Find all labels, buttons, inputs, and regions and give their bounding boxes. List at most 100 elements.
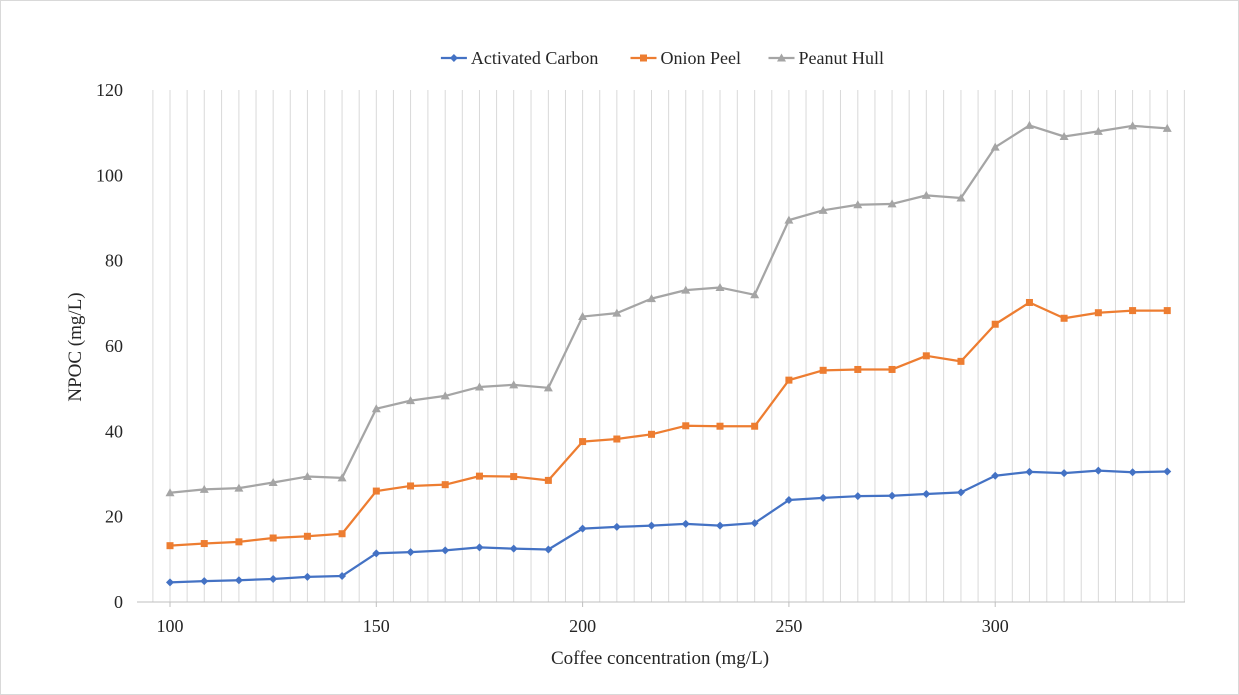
series-layer bbox=[165, 120, 1172, 587]
peanut-hull-point bbox=[990, 142, 1000, 151]
activated-carbon-point bbox=[234, 576, 243, 585]
onion-peel-point bbox=[613, 435, 621, 443]
onion-peel-point bbox=[957, 357, 965, 365]
onion-peel-point bbox=[475, 472, 483, 480]
legend-onion-peel-point bbox=[640, 54, 647, 62]
peanut-hull-point bbox=[406, 396, 416, 405]
y-tick-label: 80 bbox=[105, 251, 123, 271]
onion-peel-point bbox=[888, 365, 896, 373]
activated-carbon-point bbox=[750, 519, 759, 528]
activated-carbon-point bbox=[956, 488, 965, 497]
onion-peel-point bbox=[510, 473, 518, 481]
activated-carbon-point bbox=[166, 578, 175, 587]
peanut-hull-point bbox=[234, 483, 244, 492]
onion-peel-point bbox=[544, 476, 552, 484]
onion-peel-point bbox=[441, 481, 449, 489]
onion-peel-point bbox=[819, 366, 827, 374]
peanut-hull-point bbox=[1059, 132, 1069, 141]
onion-peel-line bbox=[169, 301, 1168, 547]
x-tick-label: 300 bbox=[982, 616, 1009, 636]
onion-peel-point bbox=[166, 542, 174, 550]
series-peanut-hull bbox=[165, 120, 1172, 497]
activated-carbon-point bbox=[681, 519, 690, 528]
legend-label: Peanut Hull bbox=[799, 48, 885, 68]
peanut-hull-point bbox=[165, 488, 175, 497]
peanut-hull-point bbox=[784, 215, 794, 224]
gridlines bbox=[152, 90, 1185, 602]
peanut-hull-point bbox=[715, 283, 725, 292]
activated-carbon-point bbox=[372, 549, 381, 558]
activated-carbon-point bbox=[475, 543, 484, 552]
peanut-hull-point bbox=[818, 205, 828, 214]
activated-carbon-point bbox=[441, 546, 450, 555]
legend-item-peanut-hull: Peanut Hull bbox=[768, 48, 885, 68]
peanut-hull-point bbox=[440, 391, 450, 400]
onion-peel-point bbox=[854, 365, 862, 373]
onion-peel-point bbox=[991, 320, 999, 328]
peanut-hull-point bbox=[268, 478, 278, 487]
onion-peel-point bbox=[1163, 307, 1171, 315]
legend-label: Onion Peel bbox=[661, 48, 742, 68]
onion-peel-point bbox=[1129, 307, 1137, 315]
onion-peel-point bbox=[751, 422, 759, 430]
activated-carbon-point bbox=[888, 491, 897, 500]
peanut-hull-point bbox=[1024, 120, 1034, 129]
y-tick-label: 40 bbox=[105, 421, 123, 441]
peanut-hull-line bbox=[169, 124, 1168, 494]
onion-peel-point bbox=[1094, 309, 1102, 317]
activated-carbon-point bbox=[509, 544, 518, 553]
activated-carbon-point bbox=[647, 521, 656, 530]
x-tick-label: 150 bbox=[363, 616, 390, 636]
activated-carbon-point bbox=[303, 572, 312, 581]
activated-carbon-point bbox=[200, 577, 209, 586]
peanut-hull-point bbox=[474, 382, 484, 391]
activated-carbon-point bbox=[819, 493, 828, 502]
y-tick-label: 100 bbox=[96, 165, 123, 185]
onion-peel-point bbox=[922, 352, 930, 360]
legend-label: Activated Carbon bbox=[471, 48, 598, 68]
activated-carbon-point bbox=[1094, 466, 1103, 475]
activated-carbon-point bbox=[578, 524, 587, 533]
activated-carbon-point bbox=[612, 522, 621, 531]
peanut-hull-point bbox=[543, 383, 553, 392]
peanut-hull-point bbox=[302, 472, 312, 481]
onion-peel-point bbox=[269, 534, 277, 542]
activated-carbon-point bbox=[716, 521, 725, 530]
peanut-hull-point bbox=[337, 473, 347, 482]
y-axis-title: NPOC (mg/L) bbox=[65, 292, 86, 401]
activated-carbon-point bbox=[338, 571, 347, 580]
activated-carbon-point bbox=[269, 574, 278, 583]
activated-carbon-point bbox=[853, 492, 862, 501]
peanut-hull-point bbox=[1128, 121, 1138, 130]
series-activated-carbon bbox=[166, 466, 1172, 587]
peanut-hull-point bbox=[578, 312, 588, 321]
onion-peel-point bbox=[785, 376, 793, 384]
peanut-hull-point bbox=[681, 285, 691, 294]
legend-item-activated-carbon: Activated Carbon bbox=[440, 48, 598, 68]
peanut-hull-point bbox=[1162, 123, 1172, 132]
y-tick-label: 0 bbox=[114, 592, 123, 612]
activated-carbon-point bbox=[784, 496, 793, 505]
axes: 0 20 40 60 80 100 120 100 150 200 250 300 bbox=[96, 80, 1185, 636]
activated-carbon-line bbox=[169, 469, 1168, 584]
onion-peel-point bbox=[1025, 298, 1033, 306]
onion-peel-point bbox=[648, 430, 656, 438]
peanut-hull-point bbox=[509, 380, 519, 389]
activated-carbon-point bbox=[406, 548, 415, 557]
activated-carbon-point bbox=[544, 545, 553, 554]
onion-peel-point bbox=[1060, 314, 1068, 322]
peanut-hull-point bbox=[1093, 126, 1103, 135]
series-onion-peel bbox=[166, 298, 1171, 550]
legend-peanut-hull-point bbox=[777, 53, 786, 62]
peanut-hull-point bbox=[199, 484, 209, 493]
onion-peel-point bbox=[303, 532, 311, 540]
peanut-hull-point bbox=[921, 190, 931, 199]
peanut-hull-point bbox=[612, 308, 622, 317]
y-tick-label: 120 bbox=[96, 80, 123, 100]
x-tick-label: 200 bbox=[569, 616, 596, 636]
peanut-hull-point bbox=[887, 199, 897, 208]
legend: Activated Carbon Onion Peel Peanut Hull bbox=[440, 48, 885, 68]
x-tick-label: 100 bbox=[157, 616, 184, 636]
activated-carbon-point bbox=[1128, 468, 1137, 477]
